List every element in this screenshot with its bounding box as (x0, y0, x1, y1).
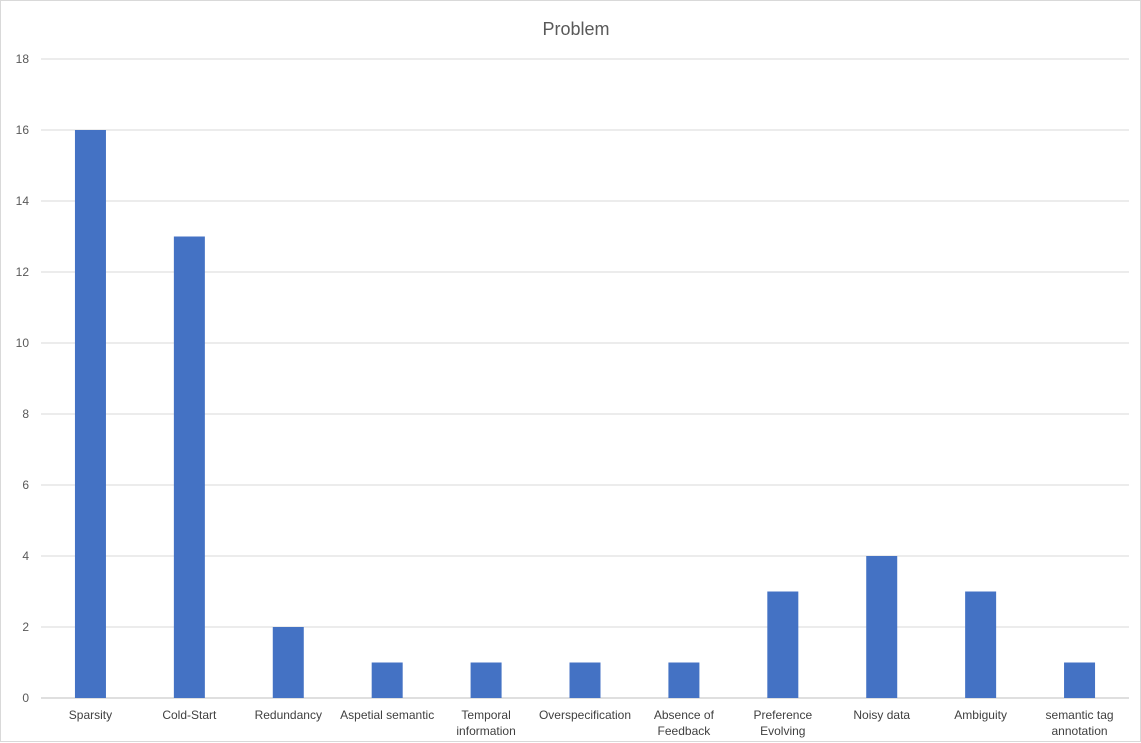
y-tick-label: 2 (22, 620, 29, 634)
y-tick-label: 8 (22, 407, 29, 421)
bar (1064, 662, 1096, 698)
bar (767, 591, 799, 698)
bar (965, 591, 997, 698)
y-tick-label: 16 (16, 123, 30, 137)
chart-title: Problem (542, 19, 609, 39)
y-tick-label: 14 (16, 194, 30, 208)
y-tick-label: 6 (22, 478, 29, 492)
y-axis-tick-labels: 0 2 4 6 8 10 12 14 16 18 (16, 52, 30, 705)
gridlines (41, 58, 1129, 699)
x-tick-label: Preference Evolving (753, 708, 812, 738)
x-tick-label: Absence of Feedback (654, 708, 715, 738)
bar (470, 662, 502, 698)
bar (371, 662, 403, 698)
y-tick-label: 10 (16, 336, 30, 350)
x-axis-category-labels: Sparsity Cold-Start Redundancy Aspetial sem… (69, 708, 1114, 738)
x-tick-label: Cold-Start (162, 708, 217, 722)
x-tick-label: Aspetial semantic (340, 708, 434, 722)
x-tick-label: Overspecification (539, 708, 631, 722)
x-tick-label: Temporal information (456, 708, 515, 738)
bar (272, 627, 304, 698)
x-tick-label: Sparsity (69, 708, 112, 722)
bar (569, 662, 601, 698)
bars (74, 130, 1096, 698)
y-tick-label: 12 (16, 265, 30, 279)
y-tick-label: 4 (22, 549, 29, 563)
bar (173, 236, 205, 698)
bar (668, 662, 700, 698)
y-tick-label: 0 (22, 691, 29, 705)
bar (74, 130, 106, 698)
x-tick-label: Redundancy (255, 708, 322, 722)
x-tick-label: semantic tag annotation (1046, 708, 1114, 738)
x-tick-label: Ambiguity (954, 708, 1007, 722)
bar (866, 556, 898, 698)
y-tick-label: 18 (16, 52, 30, 66)
x-tick-label: Noisy data (853, 708, 910, 722)
